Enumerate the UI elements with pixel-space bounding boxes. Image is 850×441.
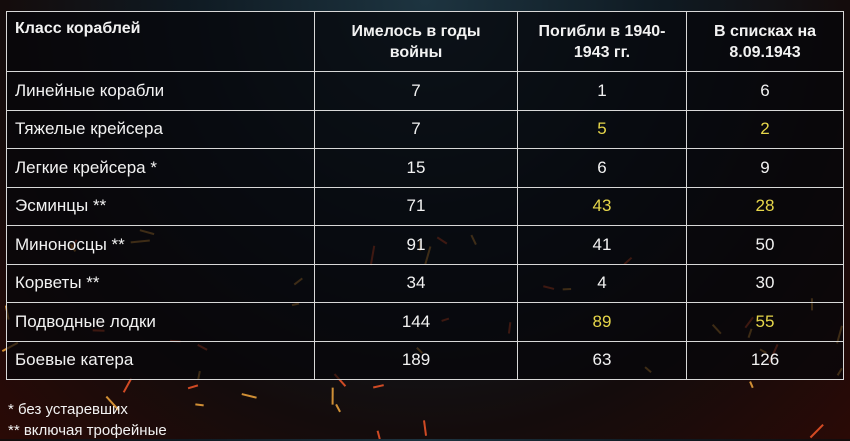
cell-listed: 30 (687, 264, 844, 303)
spark (750, 382, 753, 388)
cell-lost: 89 (518, 303, 687, 342)
cell-listed: 55 (687, 303, 844, 342)
cell-lost: 6 (518, 149, 687, 188)
cell-class: Боевые катера (7, 341, 315, 380)
header-lost: Погибли в 1940-1943 гг. (518, 12, 687, 72)
cell-lost: 1 (518, 72, 687, 111)
spark (242, 394, 257, 398)
cell-had: 7 (315, 72, 518, 111)
spark (373, 385, 383, 387)
cell-lost: 63 (518, 341, 687, 380)
cell-listed: 50 (687, 226, 844, 265)
cell-had: 144 (315, 303, 518, 342)
cell-listed: 6 (687, 72, 844, 111)
spark (195, 404, 203, 405)
cell-had: 34 (315, 264, 518, 303)
spark (336, 404, 340, 411)
footnote: ** включая трофейные (8, 420, 167, 441)
spark (188, 385, 198, 388)
header-class: Класс кораблей (7, 12, 315, 72)
cell-listed: 126 (687, 341, 844, 380)
cell-listed: 9 (687, 149, 844, 188)
cell-had: 91 (315, 226, 518, 265)
cell-class: Корветы ** (7, 264, 315, 303)
cell-lost: 5 (518, 110, 687, 149)
header-had: Имелось в годы войны (315, 12, 518, 72)
cell-had: 71 (315, 187, 518, 226)
cell-class: Линейные корабли (7, 72, 315, 111)
spark (424, 420, 426, 435)
spark (378, 431, 380, 439)
cell-listed: 2 (687, 110, 844, 149)
cell-class: Миноносцы ** (7, 226, 315, 265)
spark (810, 425, 823, 438)
header-listed: В списках на 8.09.1943 (687, 12, 844, 72)
table-header-row: Класс кораблей Имелось в годы войны Поги… (7, 12, 844, 72)
footnotes: * без устаревших ** включая трофейные (8, 399, 167, 441)
cell-had: 189 (315, 341, 518, 380)
cell-class: Тяжелые крейсера (7, 110, 315, 149)
cell-listed: 28 (687, 187, 844, 226)
spark (124, 378, 132, 392)
cell-lost: 41 (518, 226, 687, 265)
footnote: * без устаревших (8, 399, 167, 420)
cell-had: 7 (315, 110, 518, 149)
cell-lost: 4 (518, 264, 687, 303)
cell-class: Подводные лодки (7, 303, 315, 342)
cell-class: Эсминцы ** (7, 187, 315, 226)
cell-class: Легкие крейсера * (7, 149, 315, 188)
cell-lost: 43 (518, 187, 687, 226)
cell-had: 15 (315, 149, 518, 188)
ships-table: Класс кораблей Имелось в годы войны Поги… (6, 11, 844, 380)
